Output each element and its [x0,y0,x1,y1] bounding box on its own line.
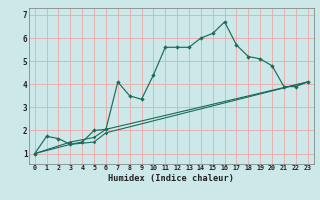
X-axis label: Humidex (Indice chaleur): Humidex (Indice chaleur) [108,174,234,183]
